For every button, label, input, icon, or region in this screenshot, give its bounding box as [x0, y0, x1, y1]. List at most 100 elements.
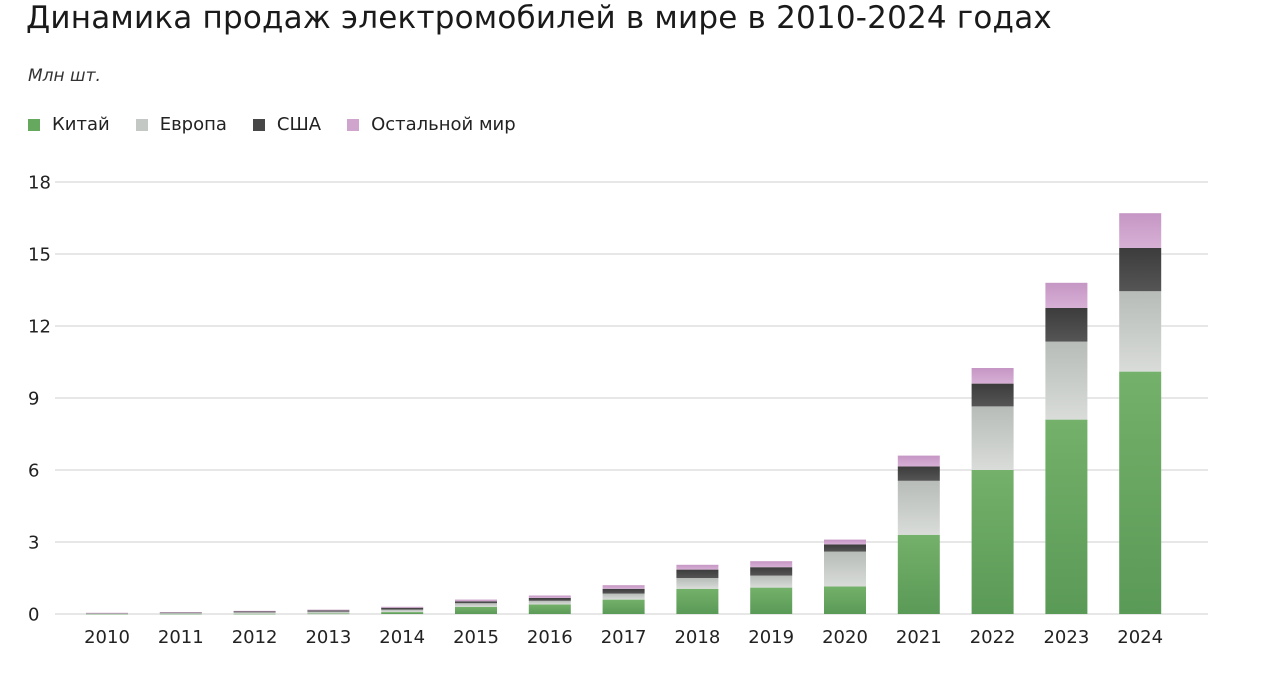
- bar-segment-2015-2: [455, 601, 497, 604]
- bar-segment-2021-3: [897, 455, 940, 467]
- bar-segment-2019-3: [750, 561, 793, 568]
- legend-swatch-usa: [252, 118, 265, 131]
- y-tick-label: 15: [28, 244, 51, 265]
- bar-segment-2013-1: [307, 611, 350, 614]
- x-tick-label-2015: 2015: [453, 627, 499, 648]
- bar-segment-2021-0: [897, 534, 940, 614]
- x-tick-label-2017: 2017: [601, 627, 647, 648]
- y-tick-label: 18: [28, 172, 51, 193]
- bar-segment-2012-2: [233, 611, 276, 613]
- bar-segment-2014-0: [381, 612, 424, 614]
- y-tick-label: 9: [28, 388, 39, 409]
- legend-swatch-europe: [135, 118, 148, 131]
- x-tick-label-2019: 2019: [748, 627, 794, 648]
- bar-segment-2024-2: [1119, 248, 1162, 292]
- legend-item-china: Китай: [28, 114, 110, 135]
- bar-segment-2014-1: [381, 609, 424, 613]
- bar-segment-2013-2: [307, 610, 350, 612]
- y-tick-label: 6: [28, 460, 39, 481]
- bar-segment-2024-0: [1119, 371, 1162, 614]
- legend-item-usa: США: [252, 114, 322, 135]
- bar-segment-2021-2: [897, 466, 940, 481]
- bar-segment-2018-3: [676, 564, 719, 570]
- bar-segment-2017-3: [602, 585, 645, 589]
- bar-segment-2015-3: [455, 599, 497, 602]
- bar-segment-2020-0: [824, 586, 866, 614]
- x-tick-label-2016: 2016: [527, 627, 573, 648]
- bar-segment-2018-2: [676, 569, 719, 578]
- bar-segment-2023-3: [1045, 282, 1088, 308]
- x-tick-label-2012: 2012: [232, 627, 278, 648]
- bar-segment-2014-2: [381, 607, 424, 610]
- bar-segment-2016-1: [528, 600, 571, 605]
- y-axis-ticks: 0 3 6 9 12 15 18: [28, 172, 51, 625]
- x-tick-label-2021: 2021: [896, 627, 942, 648]
- x-tick-label-2020: 2020: [822, 627, 868, 648]
- x-tick-label-2010: 2010: [84, 627, 130, 648]
- legend-swatch-rest-of-world: [347, 118, 360, 131]
- x-tick-label-2018: 2018: [674, 627, 720, 648]
- legend-label-rest-of-world: Остальной мир: [371, 114, 516, 135]
- bar-segment-2011-2: [159, 612, 202, 614]
- bar-segment-2020-2: [824, 544, 866, 552]
- bar-segment-2011-0: [159, 613, 202, 615]
- bar-segment-2018-1: [676, 578, 719, 589]
- bar-segment-2018-0: [676, 588, 719, 614]
- bar-segment-2022-3: [971, 368, 1014, 384]
- x-tick-label-2013: 2013: [305, 627, 351, 648]
- bar-segment-2023-1: [1045, 341, 1088, 420]
- bar-segment-2010-0: [86, 613, 128, 615]
- bar-segment-2023-0: [1045, 419, 1088, 614]
- bar-segment-2019-2: [750, 567, 793, 576]
- bar-segment-2019-0: [750, 587, 793, 614]
- bar-segment-2013-0: [307, 613, 350, 615]
- legend-item-rest-of-world: Остальной мир: [347, 114, 516, 135]
- chart-title: Динамика продаж электромобилей в мире в …: [26, 0, 1052, 36]
- x-tick-label-2024: 2024: [1117, 627, 1163, 648]
- bar-segment-2016-0: [528, 604, 571, 614]
- bars: [86, 213, 1162, 615]
- bar-segment-2022-0: [971, 470, 1014, 614]
- bar-segment-2013-3: [307, 609, 350, 611]
- bar-segment-2020-3: [824, 539, 866, 545]
- bar-segment-2024-3: [1119, 213, 1162, 248]
- bar-segment-2024-1: [1119, 291, 1162, 372]
- bar-segment-2015-0: [455, 606, 497, 614]
- bar-segment-2022-1: [971, 406, 1014, 470]
- bar-segment-2016-2: [528, 597, 571, 601]
- legend-item-europe: Европа: [135, 114, 227, 135]
- y-tick-label: 3: [28, 532, 39, 553]
- bar-segment-2015-1: [455, 603, 497, 607]
- bar-segment-2014-3: [381, 606, 424, 608]
- bar-segment-2012-3: [233, 610, 276, 612]
- y-tick-label: 12: [28, 316, 51, 337]
- bar-segment-2011-1: [159, 613, 202, 614]
- bar-segment-2023-2: [1045, 308, 1088, 342]
- y-unit-label: Млн шт.: [28, 66, 101, 86]
- grid-lines: [55, 181, 1208, 615]
- y-tick-label: 0: [28, 604, 39, 625]
- x-tick-label-2011: 2011: [158, 627, 204, 648]
- x-tick-label-2022: 2022: [970, 627, 1016, 648]
- bar-segment-2016-3: [528, 595, 571, 598]
- bar-segment-2021-1: [897, 480, 940, 535]
- bar-segment-2020-1: [824, 551, 866, 587]
- bar-segment-2010-3: [86, 612, 128, 614]
- legend-label-usa: США: [276, 114, 322, 135]
- bar-segment-2017-0: [602, 599, 645, 614]
- bar-segment-2012-1: [233, 612, 276, 614]
- x-tick-label-2023: 2023: [1043, 627, 1089, 648]
- bar-segment-2012-0: [233, 613, 276, 615]
- bar-segment-2019-1: [750, 575, 793, 588]
- bar-segment-2022-2: [971, 383, 1014, 407]
- legend-label-europe: Европа: [159, 114, 227, 135]
- bar-segment-2011-3: [159, 612, 202, 613]
- legend: Китай Европа США Остальной мир: [28, 114, 516, 135]
- x-axis-ticks: 2010 2011 2012 2013 2014 2015 2016 2017 2018 2019…: [84, 627, 1163, 648]
- bar-segment-2017-1: [602, 593, 645, 600]
- legend-swatch-china: [28, 118, 40, 131]
- x-tick-label-2014: 2014: [379, 627, 425, 648]
- bar-segment-2017-2: [602, 588, 645, 594]
- legend-label-china: Китай: [52, 114, 110, 135]
